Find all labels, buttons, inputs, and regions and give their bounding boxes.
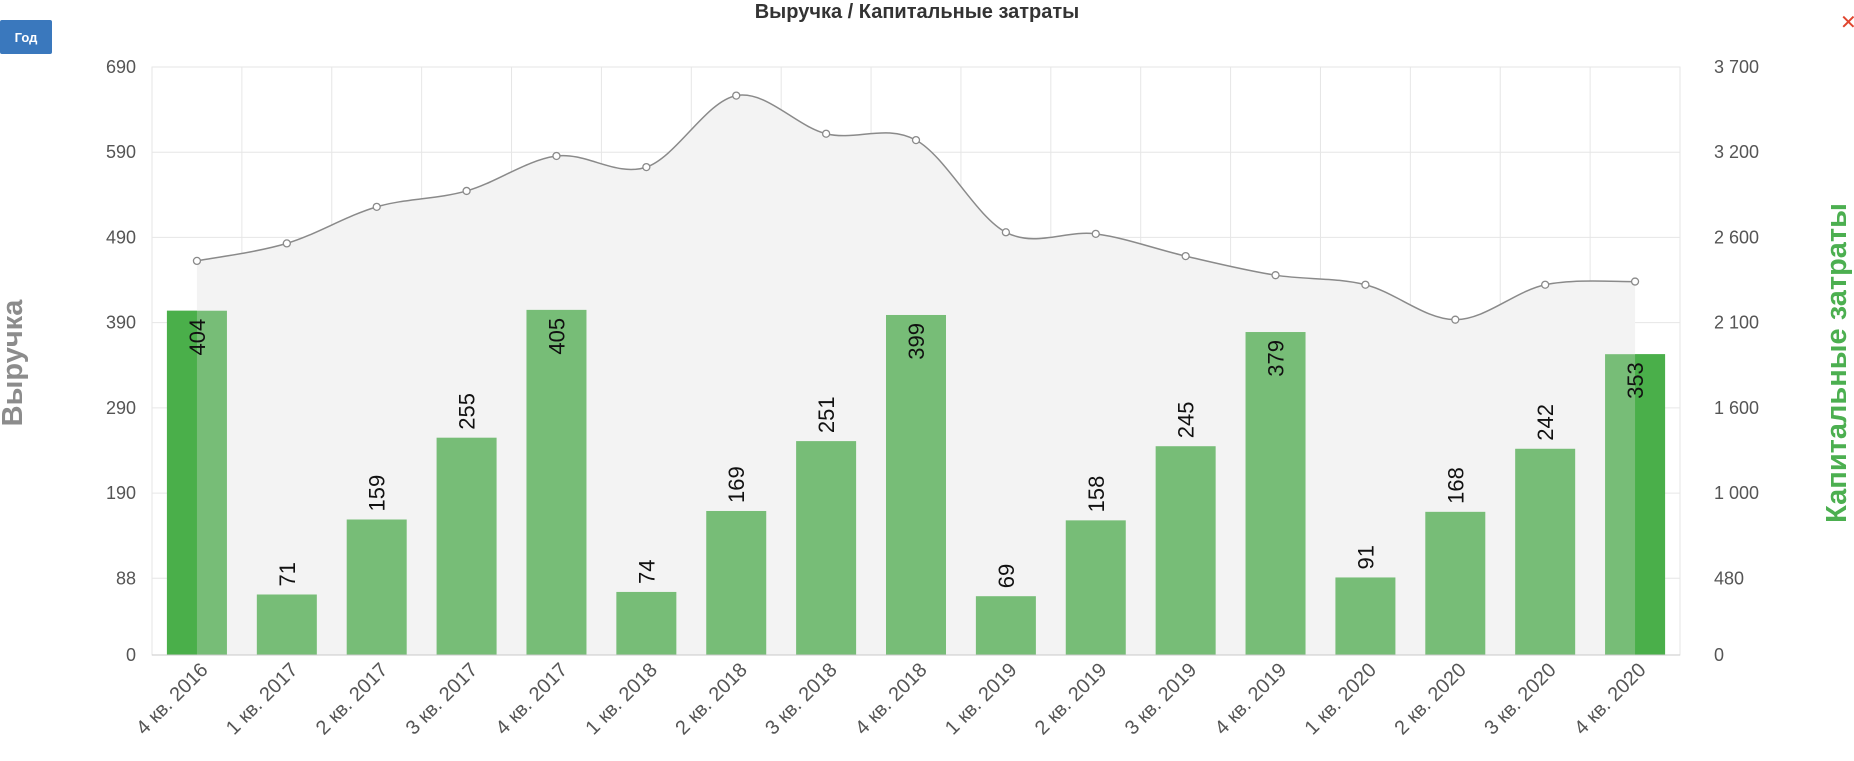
x-tick-label: 2 кв. 2019 bbox=[1031, 659, 1111, 739]
bar-revenue bbox=[1245, 332, 1306, 655]
chart-title: Выручка / Капитальные затраты bbox=[755, 1, 1080, 23]
bar-data-label: 251 bbox=[814, 396, 839, 433]
y-tick-label: 690 bbox=[106, 57, 136, 77]
x-tick-label: 4 кв. 2020 bbox=[1570, 659, 1650, 739]
y2-tick-label: 3 700 bbox=[1714, 57, 1759, 77]
x-tick-label: 4 кв. 2019 bbox=[1211, 659, 1291, 739]
close-icon[interactable]: ✕ bbox=[1840, 10, 1854, 34]
capex-point bbox=[1271, 271, 1280, 280]
bar-revenue bbox=[256, 594, 317, 655]
x-tick-label: 1 кв. 2018 bbox=[582, 659, 662, 739]
bar-revenue bbox=[886, 314, 946, 655]
bar-data-label: 91 bbox=[1353, 545, 1378, 569]
y2-tick-label: 1 600 bbox=[1714, 398, 1759, 418]
x-tick-label: 4 кв. 2017 bbox=[492, 659, 572, 739]
x-tick-label: 3 кв. 2020 bbox=[1480, 659, 1560, 739]
bar-revenue bbox=[1335, 577, 1396, 655]
right-axis-title: Капитальные затраты bbox=[1821, 203, 1853, 523]
y2-tick-label: 2 600 bbox=[1714, 227, 1759, 247]
y-tick-label: 290 bbox=[106, 398, 136, 418]
y2-tick-label: 0 bbox=[1714, 645, 1724, 665]
x-tick-label: 1 кв. 2020 bbox=[1301, 659, 1381, 739]
bar-revenue bbox=[526, 309, 587, 655]
capex-point bbox=[1541, 280, 1550, 289]
capex-point bbox=[1181, 251, 1190, 261]
capex-point bbox=[1630, 277, 1640, 286]
x-tick-label: 4 кв. 2018 bbox=[851, 659, 931, 739]
capex-point bbox=[642, 162, 651, 172]
capex-point bbox=[1091, 229, 1100, 239]
bar-data-label: 404 bbox=[185, 319, 210, 356]
capex-point bbox=[552, 151, 561, 161]
x-tick-label: 1 кв. 2019 bbox=[941, 659, 1021, 739]
bar-revenue bbox=[1515, 448, 1576, 655]
y-tick-label: 590 bbox=[106, 142, 136, 162]
data-label-layer: 404 71 159 255 405 74 169 251 399 69 158 245 379 91 16… bbox=[185, 318, 1648, 588]
bar-data-label: 158 bbox=[1084, 476, 1109, 513]
bar-highlight bbox=[1635, 354, 1666, 655]
bar-layer bbox=[166, 309, 1666, 655]
year-button[interactable]: Год bbox=[0, 20, 52, 54]
x-tick-label: 3 кв. 2019 bbox=[1121, 659, 1201, 739]
x-tick-label: 4 кв. 2016 bbox=[132, 659, 212, 739]
y2-tick-label: 480 bbox=[1714, 568, 1744, 588]
y-tick-label: 0 bbox=[126, 645, 136, 665]
bar-revenue bbox=[346, 519, 407, 655]
bar-data-label: 74 bbox=[634, 559, 659, 583]
bar-highlight bbox=[166, 310, 197, 655]
bar-revenue bbox=[796, 441, 857, 655]
bar-revenue bbox=[706, 510, 767, 655]
x-tick-label: 2 кв. 2018 bbox=[671, 659, 751, 739]
line-layer bbox=[192, 91, 1640, 324]
bar-data-label: 379 bbox=[1264, 340, 1289, 377]
capex-point bbox=[911, 135, 921, 145]
y-tick-label: 490 bbox=[106, 227, 136, 247]
x-tick-label: 3 кв. 2018 bbox=[761, 659, 841, 739]
capex-point bbox=[462, 186, 471, 196]
y2-tick-label: 3 200 bbox=[1714, 142, 1759, 162]
y-tick-label: 390 bbox=[106, 313, 136, 333]
x-tick-label: 3 кв. 2017 bbox=[402, 659, 482, 739]
bar-data-label: 405 bbox=[544, 318, 569, 355]
bar-revenue bbox=[436, 437, 497, 655]
capex-point bbox=[732, 91, 741, 100]
capex-point bbox=[1451, 315, 1460, 324]
bar-data-label: 255 bbox=[455, 393, 480, 430]
bar-data-label: 353 bbox=[1623, 362, 1648, 399]
bar-revenue bbox=[1425, 511, 1486, 655]
bar-data-label: 169 bbox=[724, 466, 749, 503]
capex-point bbox=[282, 239, 291, 248]
bar-data-label: 399 bbox=[904, 323, 929, 360]
capex-point bbox=[1001, 228, 1011, 237]
y-tick-label: 190 bbox=[106, 483, 136, 503]
bar-revenue bbox=[975, 596, 1036, 655]
capex-point bbox=[192, 256, 202, 266]
bar-data-label: 159 bbox=[365, 475, 390, 512]
bar-revenue bbox=[616, 591, 677, 655]
bar-data-label: 168 bbox=[1443, 467, 1468, 504]
bar-data-label: 245 bbox=[1174, 401, 1199, 438]
x-tick-label: 2 кв. 2017 bbox=[312, 659, 392, 739]
bar-data-label: 242 bbox=[1533, 404, 1558, 441]
capex-point bbox=[821, 129, 831, 138]
bar-data-label: 71 bbox=[275, 562, 300, 586]
bar-revenue bbox=[1155, 446, 1216, 655]
capex-point bbox=[372, 202, 381, 211]
x-tick-label: 2 кв. 2020 bbox=[1390, 659, 1470, 739]
y-tick-label: 88 bbox=[116, 568, 136, 588]
y2-tick-label: 1 000 bbox=[1714, 483, 1759, 503]
bar-data-label: 69 bbox=[994, 564, 1019, 588]
x-tick-label: 1 кв. 2017 bbox=[222, 659, 302, 739]
capex-point bbox=[1361, 280, 1370, 289]
left-axis-title: Выручка bbox=[0, 299, 29, 427]
bar-revenue bbox=[1065, 520, 1126, 655]
y2-tick-label: 2 100 bbox=[1714, 313, 1759, 333]
